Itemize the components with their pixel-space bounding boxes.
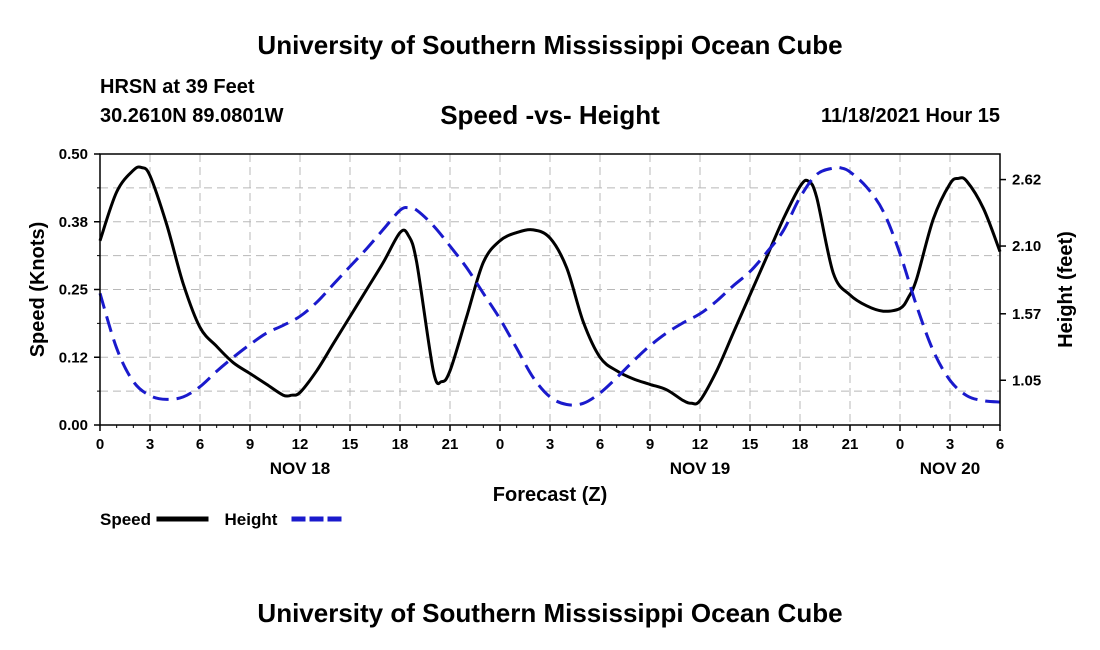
chart-subtitle: Speed -vs- Height [440, 100, 660, 130]
y-tick-label-left: 0.38 [59, 214, 88, 231]
x-tick-label: 15 [342, 436, 359, 453]
x-tick-label: 18 [792, 436, 809, 453]
x-tick-label: 12 [292, 436, 309, 453]
x-tick-label: 21 [442, 436, 459, 453]
series-line-speed [98, 165, 1002, 406]
y-axis-label-left: Speed (Knots) [27, 222, 49, 358]
x-tick-label: 0 [896, 436, 904, 453]
y-tick-label-left: 0.25 [59, 282, 88, 299]
x-tick-label: 0 [496, 436, 504, 453]
legend-label-speed: Speed [100, 510, 151, 529]
x-tick-label: 18 [392, 436, 409, 453]
date-label: NOV 20 [920, 459, 980, 478]
x-tick-label: 9 [246, 436, 254, 453]
x-tick-label: 6 [596, 436, 604, 453]
legend-label-height: Height [225, 510, 278, 529]
y-tick-label-right: 2.62 [1012, 172, 1041, 189]
x-tick-label: 3 [546, 436, 554, 453]
station-name: HRSN at 39 Feet [100, 76, 255, 98]
date-label: NOV 18 [270, 459, 330, 478]
x-tick-label: 12 [692, 436, 709, 453]
y-tick-label-left: 0.00 [59, 417, 88, 434]
x-tick-label: 6 [996, 436, 1004, 453]
x-tick-label: 3 [146, 436, 154, 453]
date-label: NOV 19 [670, 459, 730, 478]
main-title: University of Southern Mississippi Ocean… [257, 30, 843, 60]
x-tick-label: 6 [196, 436, 204, 453]
grid [100, 154, 1000, 425]
x-axis-label: Forecast (Z) [493, 484, 607, 506]
y-tick-label-right: 1.57 [1012, 306, 1041, 323]
y-axis-label-right: Height (feet) [1055, 231, 1077, 348]
y-tick-label-left: 0.12 [59, 349, 88, 366]
y-tick-label-right: 1.05 [1012, 372, 1041, 389]
series-layer [98, 165, 1002, 407]
series-line-height [98, 165, 1001, 407]
footer-title: University of Southern Mississippi Ocean… [257, 598, 843, 628]
y-tick-label-right: 2.10 [1012, 238, 1041, 255]
legend: Speed Height [100, 510, 344, 529]
x-tick-label: 0 [96, 436, 104, 453]
x-tick-label: 15 [742, 436, 759, 453]
x-tick-label: 21 [842, 436, 859, 453]
station-coordinates: 30.2610N 89.0801W [100, 105, 284, 127]
y-tick-label-left: 0.50 [59, 146, 88, 163]
x-tick-label: 3 [946, 436, 954, 453]
forecast-datetime: 11/18/2021 Hour 15 [820, 105, 1000, 127]
axes: 0 3 6 9 12 15 18 21 0 3 6 9 12 15 18 21 0 3 6 NOV 18 NOV 19 N… [59, 146, 1041, 478]
x-tick-label: 9 [646, 436, 654, 453]
